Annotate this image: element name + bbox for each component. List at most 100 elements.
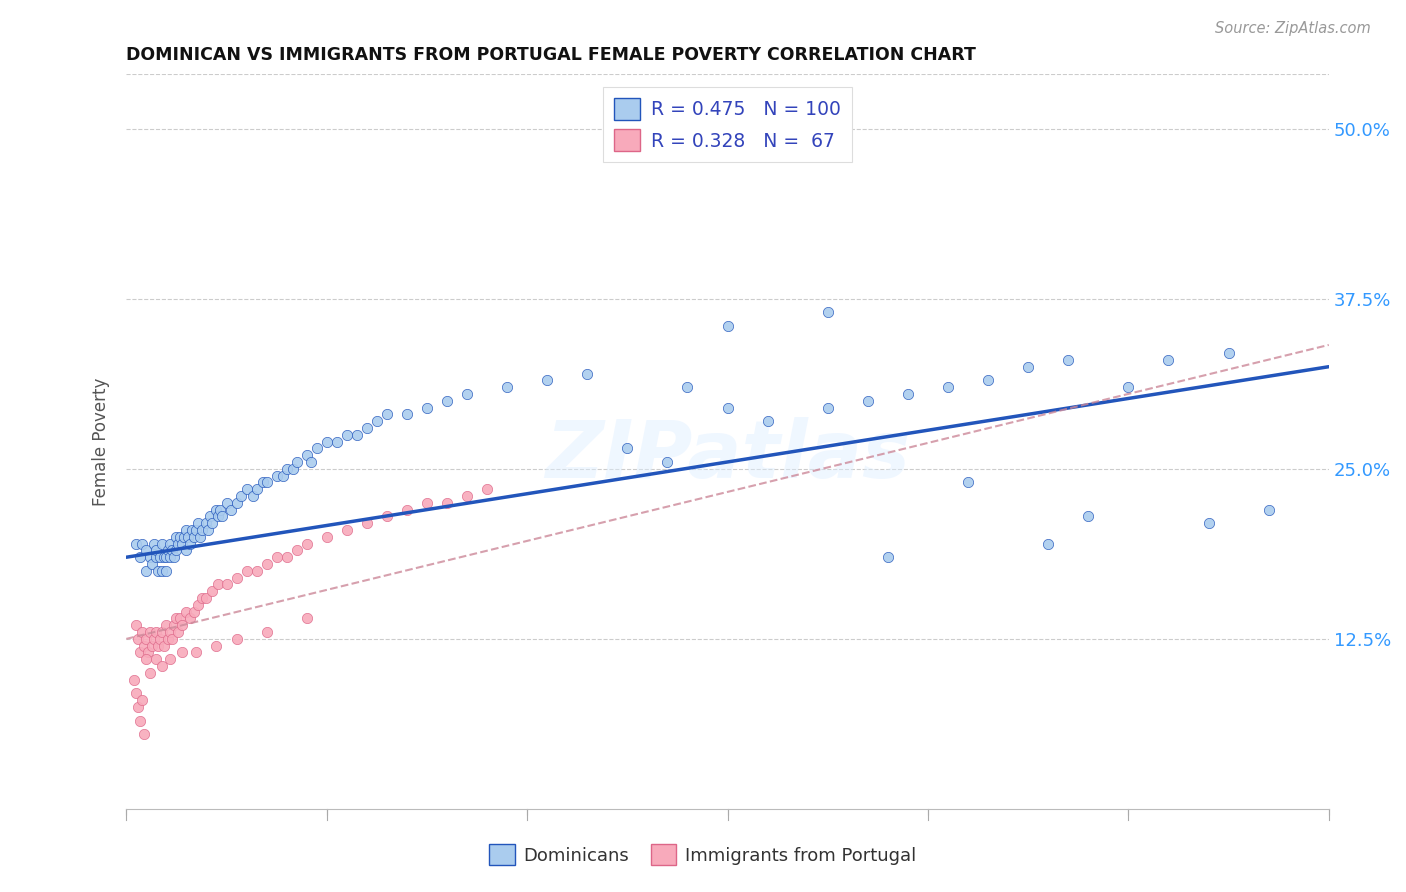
Point <box>135 564 157 578</box>
Point <box>186 646 208 660</box>
Point <box>616 442 638 456</box>
Point <box>242 489 264 503</box>
Point <box>150 564 173 578</box>
Point <box>148 564 170 578</box>
Point <box>252 475 274 490</box>
Point <box>856 393 879 408</box>
Point <box>139 625 162 640</box>
Point <box>657 455 679 469</box>
Point <box>201 516 224 531</box>
Point <box>179 611 201 625</box>
Point <box>173 530 195 544</box>
Point <box>176 543 198 558</box>
Point <box>129 714 152 728</box>
Point <box>155 618 177 632</box>
Point <box>1118 380 1140 394</box>
Point <box>436 393 458 408</box>
Point <box>169 611 191 625</box>
Point <box>183 605 205 619</box>
Point <box>285 455 308 469</box>
Point <box>456 489 478 503</box>
Point <box>336 523 359 537</box>
Point <box>281 462 304 476</box>
Point <box>897 387 920 401</box>
Point <box>245 482 267 496</box>
Point <box>129 550 152 565</box>
Point <box>159 625 181 640</box>
Point <box>225 632 247 646</box>
Point <box>165 543 187 558</box>
Point <box>219 502 242 516</box>
Point <box>756 414 779 428</box>
Point <box>256 475 278 490</box>
Text: Source: ZipAtlas.com: Source: ZipAtlas.com <box>1215 21 1371 36</box>
Point <box>266 468 288 483</box>
Point <box>416 496 439 510</box>
Point <box>167 536 190 550</box>
Point <box>150 536 173 550</box>
Point <box>131 625 153 640</box>
Point <box>1157 352 1180 367</box>
Point <box>127 700 149 714</box>
Point <box>187 598 209 612</box>
Point <box>315 434 337 449</box>
Point <box>129 646 152 660</box>
Point <box>141 557 163 571</box>
Point <box>576 367 599 381</box>
Point <box>149 550 172 565</box>
Point <box>1038 536 1060 550</box>
Point <box>139 665 162 680</box>
Point <box>295 536 318 550</box>
Point <box>299 455 322 469</box>
Point <box>186 523 208 537</box>
Point <box>195 591 218 605</box>
Point <box>436 496 458 510</box>
Point <box>271 468 294 483</box>
Point <box>536 373 558 387</box>
Point <box>169 530 191 544</box>
Point <box>395 502 418 516</box>
Point <box>876 550 898 565</box>
Point <box>157 543 180 558</box>
Point <box>346 427 368 442</box>
Point <box>956 475 979 490</box>
Point <box>366 414 388 428</box>
Point <box>163 550 186 565</box>
Point <box>134 639 156 653</box>
Point <box>167 625 190 640</box>
Point <box>181 523 204 537</box>
Point <box>176 605 198 619</box>
Point <box>276 550 298 565</box>
Point <box>1057 352 1080 367</box>
Point <box>716 318 738 333</box>
Point <box>211 509 233 524</box>
Point <box>1257 502 1279 516</box>
Y-axis label: Female Poverty: Female Poverty <box>93 377 110 506</box>
Point <box>305 442 328 456</box>
Point <box>395 408 418 422</box>
Point <box>475 482 498 496</box>
Point <box>207 509 229 524</box>
Point <box>165 530 187 544</box>
Point <box>179 536 201 550</box>
Point <box>176 523 198 537</box>
Point <box>1077 509 1099 524</box>
Point <box>125 536 148 550</box>
Text: DOMINICAN VS IMMIGRANTS FROM PORTUGAL FEMALE POVERTY CORRELATION CHART: DOMINICAN VS IMMIGRANTS FROM PORTUGAL FE… <box>127 46 976 64</box>
Point <box>165 611 187 625</box>
Point <box>150 625 173 640</box>
Point <box>375 509 398 524</box>
Point <box>125 618 148 632</box>
Point <box>229 489 252 503</box>
Point <box>276 462 298 476</box>
Point <box>153 639 176 653</box>
Point <box>172 536 194 550</box>
Point <box>138 646 160 660</box>
Point <box>141 639 163 653</box>
Point <box>145 543 167 558</box>
Point <box>356 516 378 531</box>
Point <box>375 408 398 422</box>
Point <box>416 401 439 415</box>
Point <box>200 509 222 524</box>
Legend: R = 0.475   N = 100, R = 0.328   N =  67: R = 0.475 N = 100, R = 0.328 N = 67 <box>603 87 852 162</box>
